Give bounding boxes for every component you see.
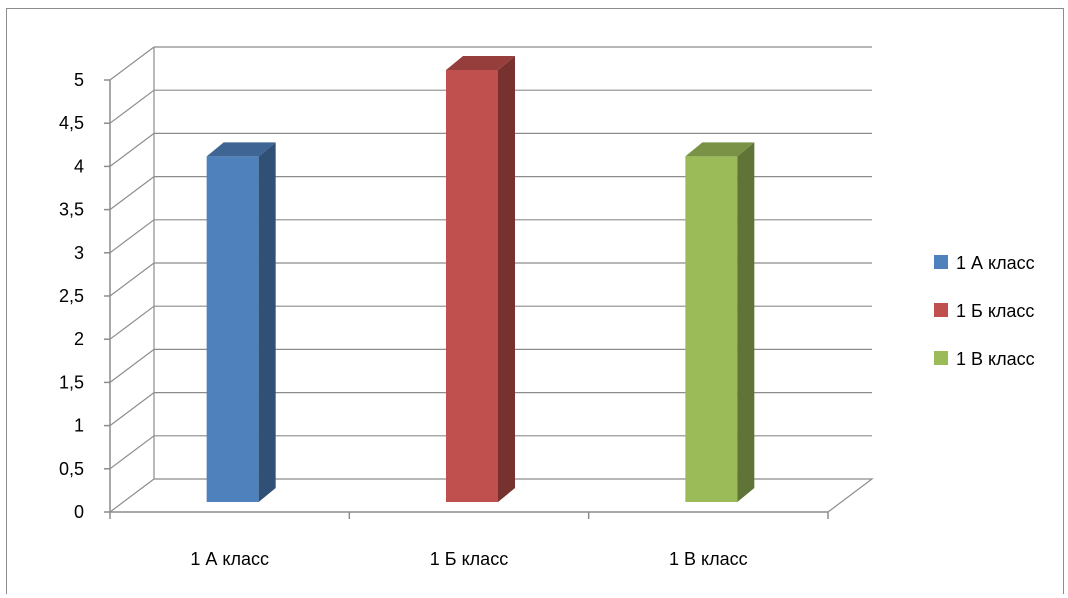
gridline-side xyxy=(109,132,155,167)
axis-layer xyxy=(104,79,829,519)
label-layer: 0 0,5 1 1,5 2 2,5 3 3,5 4 4,5 5 1 А класс 1 Б класс 1… xyxy=(59,70,748,569)
y-tick-label: 1 xyxy=(74,416,84,436)
legend-swatch xyxy=(934,303,948,317)
y-tick-label: 2 xyxy=(74,329,84,349)
bar xyxy=(446,56,515,502)
legend: 1 А класс 1 Б класс 1 В класс xyxy=(934,253,1035,369)
bar xyxy=(685,142,755,502)
bar-top xyxy=(206,142,276,157)
chart-frame xyxy=(6,8,1064,594)
y-tick-label: 4 xyxy=(74,156,84,176)
legend-swatch xyxy=(934,351,948,365)
y-tick-label: 1,5 xyxy=(59,372,84,392)
gridline-side xyxy=(109,46,155,81)
bar-side xyxy=(498,56,515,502)
y-tick-label: 5 xyxy=(74,70,84,90)
gridline-side xyxy=(109,348,155,383)
bar-layer xyxy=(206,56,755,502)
legend-label: 1 Б класс xyxy=(956,301,1034,321)
y-tick-label: 2,5 xyxy=(59,286,84,306)
gridline-side xyxy=(109,305,155,340)
y-tick-label: 4,5 xyxy=(59,113,84,133)
y-tick-label: 3,5 xyxy=(59,200,84,220)
bar-side xyxy=(737,142,755,502)
legend-label: 1 В класс xyxy=(956,349,1035,369)
bar-front xyxy=(206,156,259,502)
y-tick-label: 0 xyxy=(74,502,84,522)
gridline-side xyxy=(109,435,155,470)
bar-front xyxy=(446,70,498,502)
legend-swatch xyxy=(934,255,948,269)
bar xyxy=(206,142,276,502)
bar-side xyxy=(258,142,276,502)
bar-front xyxy=(685,156,738,502)
x-tick-label: 1 А класс xyxy=(190,549,269,569)
y-tick-label: 3 xyxy=(74,243,84,263)
legend-label: 1 А класс xyxy=(956,253,1035,273)
bar-top xyxy=(446,56,515,70)
bar-top xyxy=(685,142,755,157)
x-tick-label: 1 В класс xyxy=(669,549,748,569)
x-tick-label: 1 Б класс xyxy=(430,549,508,569)
gridline-side xyxy=(109,219,155,254)
gridline-side xyxy=(109,262,155,297)
gridline-side xyxy=(109,392,155,427)
y-tick-label: 0,5 xyxy=(59,459,84,479)
gridline-side xyxy=(109,176,155,211)
gridline-side xyxy=(109,89,155,124)
